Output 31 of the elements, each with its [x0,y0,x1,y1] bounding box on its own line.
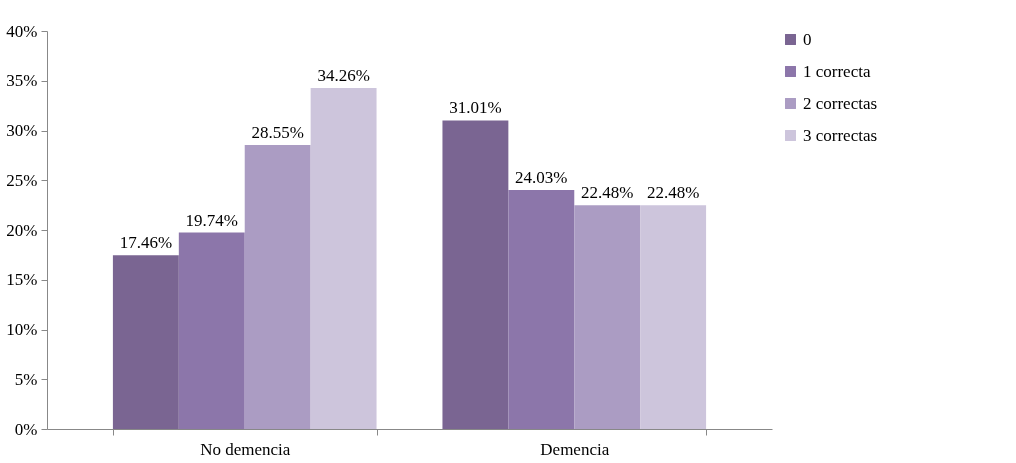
bar [640,205,707,429]
legend-label: 2 correctas [803,93,878,113]
y-tick-label: 20% [6,220,38,240]
bar [112,255,179,429]
bar [178,232,245,429]
y-tick-label: 5% [14,369,38,389]
y-tick-label: 25% [6,170,38,190]
legend-label: 1 correcta [803,61,871,81]
data-label: 24.03% [515,167,568,187]
y-tick-label: 35% [6,71,38,91]
y-tick-label: 40% [6,21,38,41]
data-label: 31.01% [449,98,502,118]
x-tick-label: Demencia [540,439,610,459]
y-tick-label: 0% [14,419,38,439]
data-label: 22.48% [581,183,634,203]
bar [310,88,377,429]
y-tick-label: 10% [6,320,38,339]
data-label: 34.26% [317,66,370,86]
data-label: 28.55% [251,122,304,142]
data-label: 19.74% [185,210,238,230]
bar [442,120,509,429]
bar [508,189,575,429]
data-label: 22.48% [646,183,700,203]
data-label: 17.46% [119,233,173,253]
y-tick-label: 30% [6,121,38,140]
bar [244,144,311,429]
x-tick-label: No demencia [200,439,291,459]
legend-label: 3 correctas [803,125,878,145]
bar [574,205,641,429]
y-tick-label: 15% [6,270,38,290]
legend-label: 0 [803,29,812,49]
